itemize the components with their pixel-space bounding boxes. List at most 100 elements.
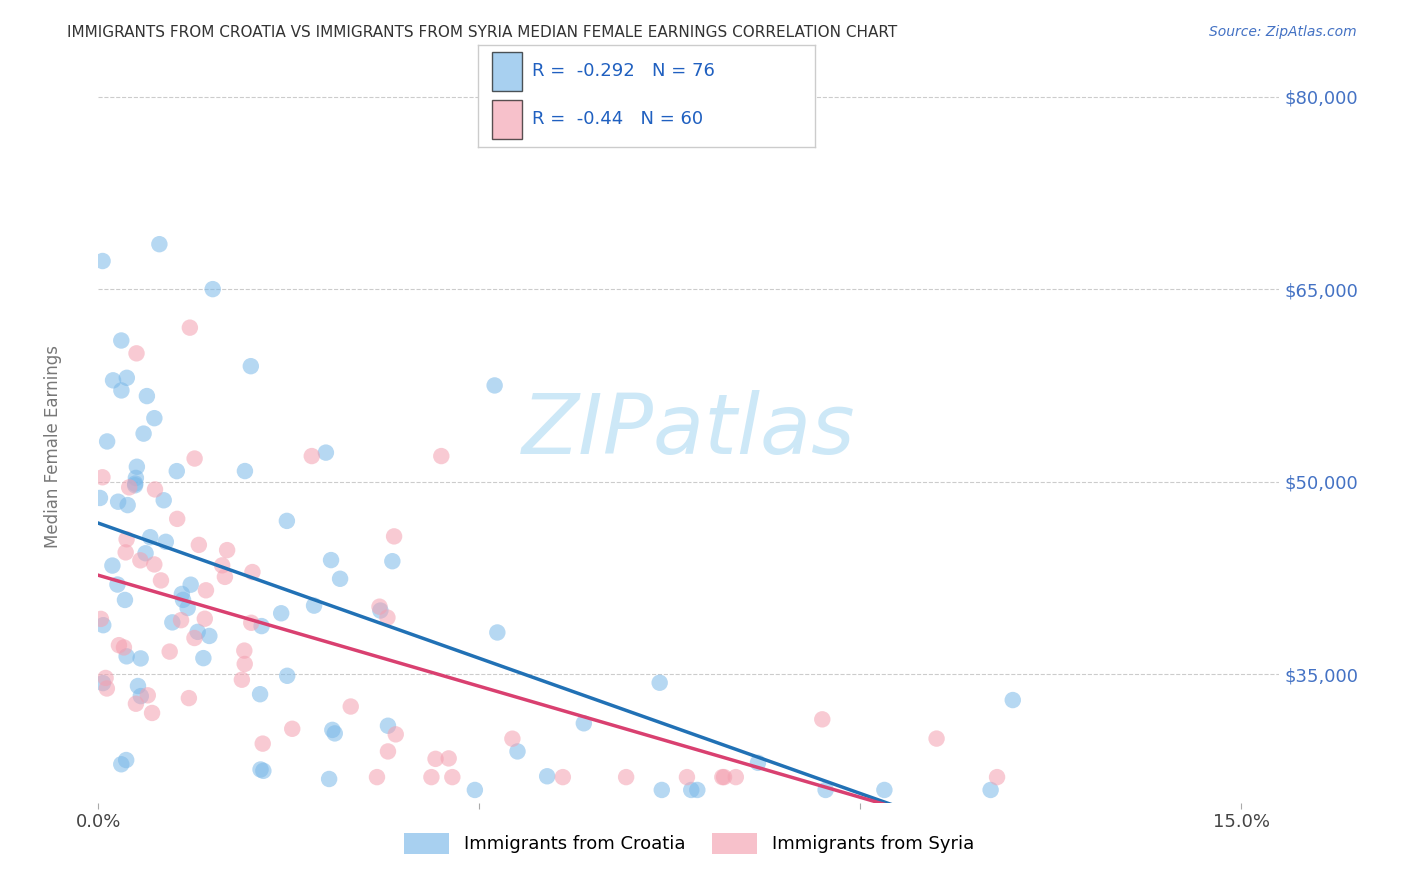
Point — [986, 770, 1008, 784]
Point — [183, 631, 205, 645]
Point — [486, 625, 509, 640]
Point — [614, 770, 637, 784]
Point — [125, 697, 148, 711]
Point — [319, 553, 342, 567]
Text: IMMIGRANTS FROM CROATIA VS IMMIGRANTS FROM SYRIA MEDIAN FEMALE EARNINGS CORRELAT: IMMIGRANTS FROM CROATIA VS IMMIGRANTS FR… — [67, 25, 898, 40]
Point — [115, 533, 138, 547]
Point — [536, 769, 558, 783]
Point — [377, 719, 399, 733]
Point — [91, 618, 114, 632]
Point — [135, 546, 157, 560]
Point — [179, 320, 201, 334]
Point — [420, 770, 443, 784]
Point — [464, 783, 486, 797]
Point — [110, 757, 132, 772]
Point — [149, 574, 172, 588]
Point — [276, 669, 298, 683]
FancyBboxPatch shape — [492, 52, 522, 91]
Point — [96, 434, 118, 449]
Point — [162, 615, 184, 630]
Point — [231, 673, 253, 687]
Point — [381, 554, 404, 568]
Point — [115, 649, 138, 664]
Point — [143, 483, 166, 497]
Point — [91, 254, 114, 268]
Point — [233, 643, 256, 657]
Point — [101, 558, 124, 573]
Point — [366, 770, 388, 784]
Point — [141, 706, 163, 720]
Point — [172, 592, 194, 607]
Point — [176, 601, 198, 615]
Point — [551, 770, 574, 784]
Point — [329, 572, 352, 586]
Legend: Immigrants from Croatia, Immigrants from Syria: Immigrants from Croatia, Immigrants from… — [396, 825, 981, 861]
Point — [713, 770, 735, 784]
Point — [107, 577, 129, 591]
Point — [129, 651, 152, 665]
Point — [125, 459, 148, 474]
Point — [233, 657, 256, 671]
Point — [217, 543, 239, 558]
Point — [187, 538, 209, 552]
Point — [302, 599, 325, 613]
Point — [211, 558, 233, 573]
Point — [252, 737, 274, 751]
Point — [143, 558, 166, 572]
Point — [143, 411, 166, 425]
Point — [270, 607, 292, 621]
Point — [370, 603, 392, 617]
Point — [115, 371, 138, 385]
Point — [155, 534, 177, 549]
Point — [187, 624, 209, 639]
Point — [441, 770, 464, 784]
Text: R =  -0.44   N = 60: R = -0.44 N = 60 — [531, 111, 703, 128]
Point — [114, 545, 136, 559]
Point — [242, 565, 264, 579]
Point — [1001, 693, 1024, 707]
Point — [136, 689, 159, 703]
Point — [240, 615, 263, 630]
Text: R =  -0.292   N = 76: R = -0.292 N = 76 — [531, 62, 714, 80]
Point — [301, 449, 323, 463]
Point — [814, 783, 837, 797]
Point — [430, 449, 453, 463]
Point — [686, 783, 709, 797]
Point — [108, 638, 131, 652]
Point — [323, 726, 346, 740]
Point — [873, 783, 896, 797]
Point — [201, 282, 224, 296]
Point — [276, 514, 298, 528]
Point — [170, 587, 193, 601]
Point — [159, 645, 181, 659]
Point — [110, 384, 132, 398]
Point — [437, 751, 460, 765]
Point — [166, 464, 188, 478]
Point — [384, 727, 406, 741]
Point — [114, 593, 136, 607]
FancyBboxPatch shape — [492, 100, 522, 139]
Point — [125, 346, 148, 360]
Point — [377, 744, 399, 758]
Point — [194, 612, 217, 626]
Text: Median Female Earnings: Median Female Earnings — [45, 344, 62, 548]
Point — [125, 471, 148, 485]
Point — [91, 676, 114, 690]
Point — [318, 772, 340, 786]
Point — [281, 722, 304, 736]
Point — [107, 494, 129, 508]
Text: Source: ZipAtlas.com: Source: ZipAtlas.com — [1209, 25, 1357, 39]
Point — [135, 389, 157, 403]
Point — [676, 770, 699, 784]
Point — [501, 731, 523, 746]
Point — [129, 689, 152, 703]
Point — [747, 756, 769, 770]
Point — [91, 470, 114, 484]
Point — [124, 476, 146, 491]
Point — [572, 716, 595, 731]
Text: ZIPatlas: ZIPatlas — [522, 390, 856, 471]
Point — [96, 681, 118, 696]
Point — [321, 723, 343, 737]
Point — [193, 651, 215, 665]
Point — [648, 675, 671, 690]
